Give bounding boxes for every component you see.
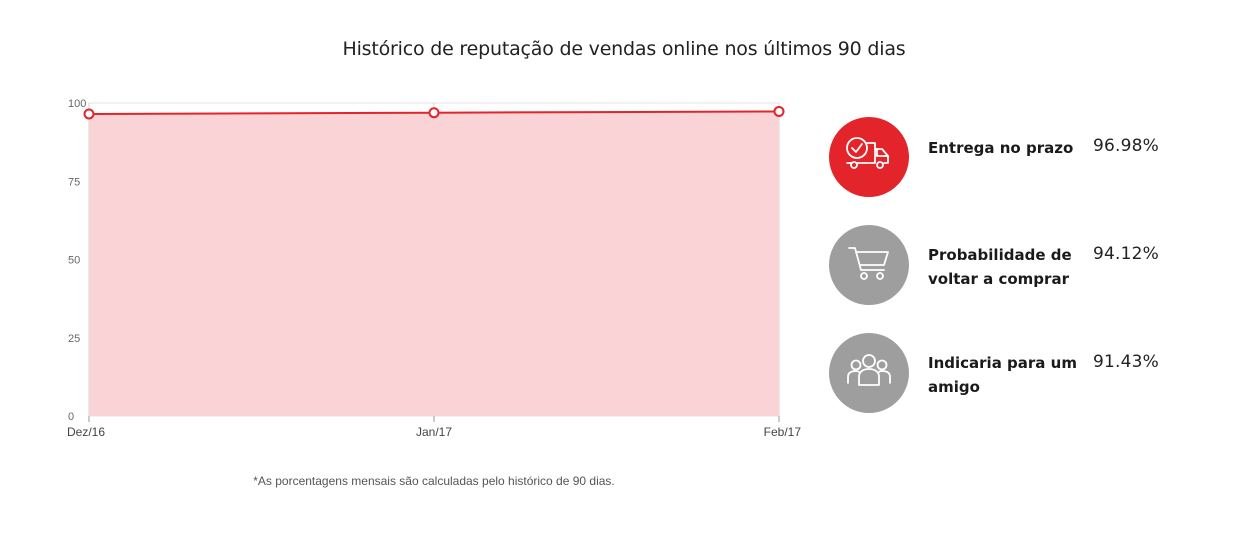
y-tick-label: 50 <box>68 255 80 267</box>
y-tick-label: 25 <box>68 333 80 345</box>
reputation-chart: 0 25 50 75 100 Dez/16 Jan/17 Feb/17 <box>67 98 802 439</box>
y-tick-label: 0 <box>68 411 74 423</box>
shopping-cart-icon <box>846 243 892 288</box>
metric-icon-circle <box>829 333 909 413</box>
data-point <box>83 108 95 120</box>
metric-icon-circle <box>829 225 909 305</box>
x-tick-label: Jan/17 <box>416 425 452 439</box>
y-tick-label: 100 <box>68 98 86 110</box>
group-people-icon <box>844 351 894 396</box>
x-tick-label: Dez/16 <box>67 425 105 439</box>
metric-label: Probabilidade de voltar a comprar <box>928 246 1072 288</box>
metric-recommend-friend: Indicaria para um amigo 91.43% <box>829 333 1189 413</box>
metric-label: Entrega no prazo <box>928 139 1074 157</box>
data-point <box>773 105 785 117</box>
metric-on-time-delivery: Entrega no prazo 96.98% <box>829 117 1189 197</box>
metric-icon-circle <box>829 117 909 197</box>
footnote: *As porcentagens mensais são calculadas … <box>253 474 615 488</box>
metric-value: 96.98% <box>1093 136 1160 156</box>
metric-value: 94.12% <box>1093 244 1160 264</box>
y-tick-label: 75 <box>68 176 80 188</box>
x-tick-label: Feb/17 <box>764 425 802 439</box>
chart-title: Histórico de reputação de vendas online … <box>342 38 906 60</box>
metric-value: 91.43% <box>1093 352 1160 372</box>
delivery-truck-icon <box>844 135 894 180</box>
data-point <box>428 107 440 119</box>
metric-return-probability: Probabilidade de voltar a comprar 94.12% <box>829 225 1189 305</box>
series-area <box>89 111 779 417</box>
metric-label: Indicaria para um amigo <box>928 354 1077 396</box>
